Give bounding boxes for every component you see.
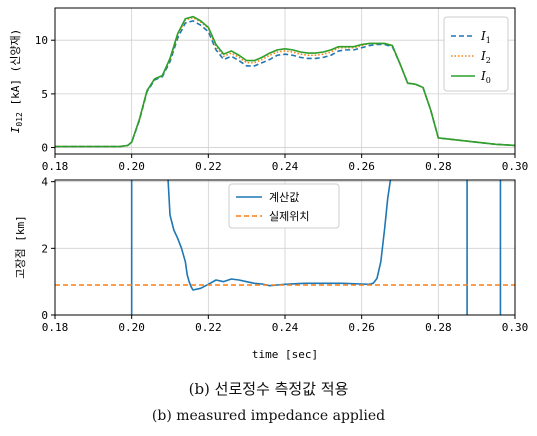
current-chart-ylabel-sub: 012 — [15, 112, 24, 127]
fault-location-chart-ticks: 0.18 0.20 0.22 0.24 0.26 0.28 0.30 0 2 4 — [41, 176, 528, 334]
fault-location-chart-ytick-label: 4 — [41, 176, 48, 189]
legend-label-computed: 계산값 — [269, 191, 299, 204]
caption-english: (b) measured impedance applied — [151, 408, 386, 424]
current-chart-xtick-label: 0.20 — [118, 160, 145, 173]
current-chart-xtick-label: 0.30 — [502, 160, 529, 173]
fault-location-chart-series — [55, 180, 515, 315]
current-chart-ytick-label: 0 — [41, 142, 48, 155]
current-chart-xtick-label: 0.26 — [348, 160, 375, 173]
fault-location-chart-legend: 계산값 실제위치 — [228, 183, 340, 229]
fault-location-chart-xtick-label: 0.30 — [502, 321, 529, 334]
current-chart-series-2-line — [55, 15, 515, 148]
fault-location-chart-xtick-label: 0.24 — [272, 321, 299, 334]
current-chart-legend: I1 I2 I0 — [443, 16, 509, 92]
fault-location-chart-ytick-label: 0 — [41, 309, 48, 322]
current-chart-xtick-label: 0.18 — [42, 160, 69, 173]
fault-location-chart-series-group — [55, 180, 515, 315]
caption-korean: (b) 선로정수 측정값 적용 — [188, 380, 349, 398]
fault-location-chart-xtick-label: 0.18 — [42, 321, 69, 334]
current-chart-ylabel: I012 [kA] (신양재) — [9, 29, 24, 133]
fault-location-chart-xtick-label: 0.28 — [425, 321, 452, 334]
fault-location-chart-legend-box — [228, 183, 340, 229]
current-chart-ytick-label: 5 — [41, 88, 48, 101]
current-chart-ylabel-suffix: [kA] (신양재) — [9, 29, 22, 112]
current-chart-series — [55, 15, 515, 148]
current-chart: 0.18 0.20 0.22 0.24 0.26 0.28 0.30 0 5 10 I012 [k… — [9, 7, 529, 173]
fault-location-chart: 0.18 0.20 0.22 0.24 0.26 0.28 0.30 0 2 4 고장점 [km]… — [14, 176, 528, 361]
fault-location-chart-xtick-label: 0.22 — [195, 321, 222, 334]
current-chart-xtick-label: 0.28 — [425, 160, 452, 173]
fault-location-chart-ylabel: 고장점 [km] — [14, 215, 27, 278]
fault-location-chart-series-0-line — [167, 180, 392, 291]
fault-location-chart-xtick-label: 0.20 — [118, 321, 145, 334]
legend-label-i0: I0 — [480, 69, 491, 85]
legend-label-i1: I1 — [480, 29, 491, 45]
current-chart-ytick-label: 10 — [35, 34, 48, 47]
legend-label-actual: 실제위치 — [269, 210, 309, 223]
current-chart-xtick-label: 0.22 — [195, 160, 222, 173]
fault-location-chart-xlabel: time [sec] — [252, 348, 318, 361]
fault-location-chart-ytick-label: 2 — [41, 242, 48, 255]
current-chart-ylabel-prefix: I — [9, 126, 22, 133]
current-chart-grid — [54, 8, 516, 154]
legend-label-i2: I2 — [480, 49, 491, 65]
figure: 0.18 0.20 0.22 0.24 0.26 0.28 0.30 0 5 10 I012 [k… — [9, 7, 529, 361]
current-chart-legend-box — [443, 16, 509, 92]
current-chart-ticks: 0.18 0.20 0.22 0.24 0.26 0.28 0.30 0 5 10 — [35, 34, 529, 173]
fault-location-chart-xtick-label: 0.26 — [348, 321, 375, 334]
current-chart-series-group — [55, 15, 515, 148]
current-chart-xtick-label: 0.24 — [272, 160, 299, 173]
